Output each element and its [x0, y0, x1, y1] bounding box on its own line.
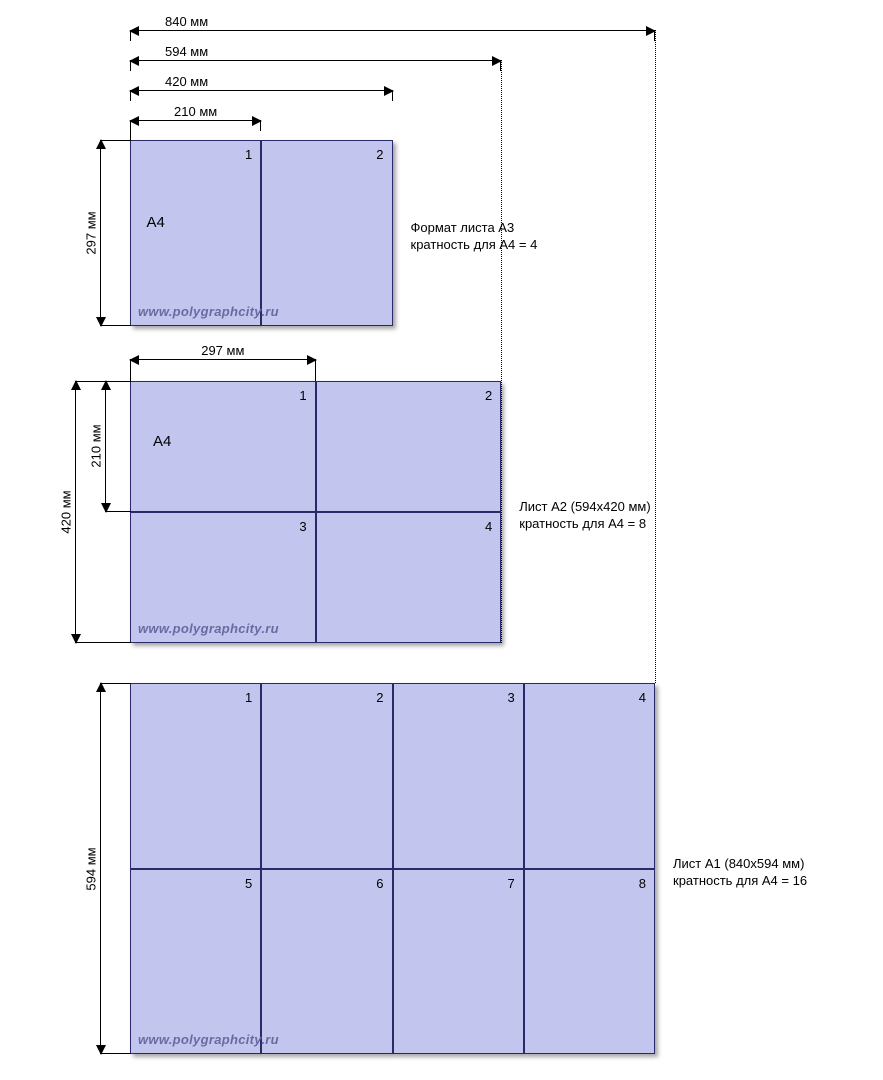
width-dim-594: 594 мм — [130, 60, 501, 61]
width-dim-840: 840 мм — [130, 30, 655, 31]
a1-cell: 5 — [130, 869, 261, 1055]
cell-number: 1 — [245, 690, 252, 705]
cell-number: 1 — [299, 388, 306, 403]
a2-cell: 4 — [316, 512, 502, 643]
cell-number: 2 — [485, 388, 492, 403]
cell-number: 4 — [639, 690, 646, 705]
a1-cell: 1 — [130, 683, 261, 869]
a3-caption: Формат листа А3 кратность для А4 = 4 — [411, 219, 538, 254]
width-dim-210: 210 мм — [130, 120, 261, 121]
cell-number: 4 — [485, 519, 492, 534]
a3-cell: 2 — [261, 140, 392, 326]
height-dim-594: 594 мм — [100, 683, 101, 1054]
dim-label: 210 мм — [174, 104, 217, 119]
dim-label: 594 мм — [84, 847, 99, 890]
caption-line: кратность для А4 = 16 — [673, 873, 807, 888]
dim-label: 420 мм — [165, 74, 208, 89]
dim-label: 840 мм — [165, 14, 208, 29]
a3-cell: 1 A4 — [130, 140, 261, 326]
cell-number: 1 — [245, 147, 252, 162]
guide-594 — [501, 60, 502, 643]
a2-cell: 1 A4 — [130, 381, 316, 512]
dim-label: 297 мм — [201, 343, 244, 358]
caption-line: кратность для А4 = 4 — [411, 237, 538, 252]
a1-cell: 4 — [524, 683, 655, 869]
caption-line: Формат листа А3 — [411, 220, 515, 235]
cell-number: 8 — [639, 876, 646, 891]
a1-cell: 7 — [393, 869, 524, 1055]
cell-number: 2 — [376, 147, 383, 162]
height-dim-297: 297 мм — [100, 140, 101, 326]
watermark: www.polygraphcity.ru — [138, 1032, 279, 1074]
cell-number: 3 — [508, 690, 515, 705]
cell-number: 6 — [376, 876, 383, 891]
cell-number: 2 — [376, 690, 383, 705]
dim-label: 420 мм — [59, 490, 74, 533]
cell-number: 3 — [299, 519, 306, 534]
paper-size-diagram: 840 мм 594 мм 420 мм 210 мм 1 A4 2 www.polygrap… — [0, 0, 883, 1080]
cell-number: 7 — [508, 876, 515, 891]
height-dim-210: 210 мм — [105, 381, 106, 512]
width-dim-297: 297 мм — [130, 359, 316, 360]
guide-840 — [655, 30, 656, 683]
width-dim-420: 420 мм — [130, 90, 393, 91]
a1-cell: 6 — [261, 869, 392, 1055]
dim-label: 210 мм — [89, 425, 104, 468]
a2-cell: 2 — [316, 381, 502, 512]
caption-line: Лист А2 (594x420 мм) — [519, 499, 650, 514]
caption-line: Лист А1 (840x594 мм) — [673, 856, 804, 871]
a2-caption: Лист А2 (594x420 мм) кратность для А4 = 8 — [519, 498, 650, 533]
caption-line: кратность для А4 = 8 — [519, 516, 646, 531]
a1-caption: Лист А1 (840x594 мм) кратность для А4 = 1… — [673, 855, 807, 890]
dim-label: 594 мм — [165, 44, 208, 59]
a1-cell: 2 — [261, 683, 392, 869]
cell-number: 5 — [245, 876, 252, 891]
dim-label: 297 мм — [84, 211, 99, 254]
a1-cell: 8 — [524, 869, 655, 1055]
a4-label: A4 — [153, 433, 171, 450]
a4-label: A4 — [147, 214, 165, 231]
height-dim-420: 420 мм — [75, 381, 76, 644]
a1-cell: 3 — [393, 683, 524, 869]
